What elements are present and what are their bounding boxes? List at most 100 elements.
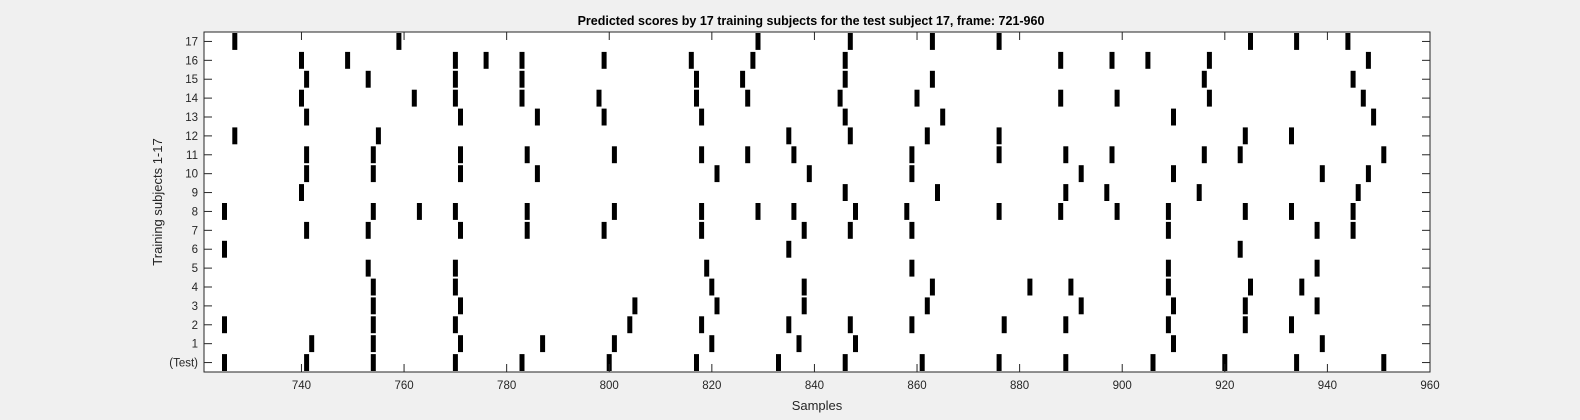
- y-tick-label-7: 7: [192, 225, 198, 237]
- y-tick-label-4: 4: [192, 282, 199, 294]
- event-mark-row-8-2: [416, 203, 422, 220]
- event-mark-row-2-12: [1289, 316, 1294, 334]
- event-mark-row-14-9: [1058, 89, 1064, 107]
- event-mark-row-16-4: [519, 51, 525, 69]
- event-mark-row-3-1: [458, 297, 463, 315]
- event-mark-row-16-12: [1206, 51, 1212, 69]
- x-tick-label-820: 820: [702, 380, 721, 392]
- event-mark-row-7-1: [365, 221, 371, 239]
- event-mark-row-14-4: [596, 89, 602, 107]
- event-mark-row-9-6: [1355, 184, 1361, 201]
- event-mark-row-14-3: [519, 89, 525, 107]
- event-mark-row-12-2: [786, 127, 792, 145]
- event-mark-row-15-5: [740, 70, 746, 88]
- event-mark-row-16-2: [452, 51, 458, 69]
- event-mark-row-17-0: [232, 33, 238, 50]
- event-mark-row-8-14: [1165, 203, 1171, 220]
- event-mark-row-10-4: [714, 165, 720, 183]
- event-mark-row-2-11: [1242, 316, 1248, 334]
- event-mark-row-14-12: [1360, 89, 1366, 107]
- x-tick-label-880: 880: [1010, 380, 1029, 392]
- event-mark-row-11-2: [458, 146, 463, 164]
- event-mark-row-8-11: [996, 203, 1002, 220]
- event-mark-row-4-1: [452, 278, 458, 296]
- event-mark-row-0-0: [222, 354, 227, 371]
- event-mark-row-2-2: [452, 316, 458, 334]
- event-mark-row-5-0: [365, 259, 371, 277]
- event-mark-row-10-5: [806, 165, 812, 183]
- event-mark-row-14-5: [694, 89, 699, 107]
- event-mark-row-4-7: [1165, 278, 1171, 296]
- event-mark-row-7-6: [801, 221, 807, 239]
- event-mark-row-10-7: [1078, 165, 1084, 183]
- event-mark-row-13-2: [534, 108, 540, 126]
- y-tick-label-12: 12: [185, 131, 198, 143]
- event-mark-row-15-4: [694, 70, 699, 88]
- event-mark-row-7-2: [458, 221, 463, 239]
- event-mark-row-9-4: [1104, 184, 1110, 201]
- event-mark-row-12-5: [996, 127, 1002, 145]
- event-mark-row-16-8: [842, 51, 848, 69]
- event-mark-row-11-12: [1201, 146, 1207, 164]
- event-mark-row-3-9: [1314, 297, 1320, 315]
- event-mark-row-7-10: [1314, 221, 1320, 239]
- event-mark-row-8-1: [370, 203, 376, 220]
- event-mark-row-13-0: [304, 108, 310, 126]
- x-tick-label-860: 860: [907, 380, 926, 392]
- event-mark-row-14-6: [745, 89, 751, 107]
- event-mark-row-2-7: [909, 316, 915, 334]
- event-mark-row-14-2: [452, 89, 458, 107]
- event-mark-row-10-6: [909, 165, 915, 183]
- event-mark-row-0-10: [996, 354, 1002, 371]
- event-mark-row-0-14: [1294, 354, 1300, 371]
- event-mark-row-17-6: [1248, 33, 1253, 50]
- y-tick-label-17: 17: [185, 36, 198, 48]
- event-mark-row-1-2: [458, 335, 463, 353]
- event-mark-row-12-4: [924, 127, 930, 145]
- event-mark-row-10-9: [1319, 165, 1325, 183]
- event-mark-row-6-0: [222, 240, 227, 258]
- event-mark-row-1-6: [796, 335, 802, 353]
- event-mark-row-3-0: [370, 297, 376, 315]
- event-mark-row-4-6: [1068, 278, 1074, 296]
- event-mark-row-11-5: [699, 146, 705, 164]
- event-mark-row-15-0: [304, 70, 310, 88]
- event-mark-row-11-6: [745, 146, 751, 164]
- event-mark-row-11-4: [611, 146, 617, 164]
- event-mark-row-8-15: [1242, 203, 1248, 220]
- event-mark-row-13-8: [1371, 108, 1377, 126]
- event-mark-row-17-2: [755, 33, 761, 50]
- y-tick-label-1: 1: [192, 339, 198, 351]
- x-tick-label-800: 800: [600, 380, 619, 392]
- event-mark-row-16-5: [601, 51, 607, 69]
- plot-frame: [203, 31, 1431, 373]
- event-mark-row-16-3: [483, 51, 489, 69]
- event-mark-row-5-2: [704, 259, 710, 277]
- x-axis-title: Samples: [792, 398, 843, 413]
- event-mark-row-0-12: [1150, 354, 1156, 371]
- event-mark-row-6-2: [1237, 240, 1243, 258]
- x-tick-label-920: 920: [1215, 380, 1234, 392]
- event-mark-row-7-7: [847, 221, 853, 239]
- event-mark-row-15-3: [519, 70, 525, 88]
- event-mark-row-3-8: [1242, 297, 1248, 315]
- event-mark-row-2-6: [847, 316, 853, 334]
- event-mark-row-7-3: [524, 221, 530, 239]
- event-mark-row-12-3: [847, 127, 853, 145]
- event-mark-row-3-5: [924, 297, 930, 315]
- event-mark-row-15-8: [1201, 70, 1207, 88]
- y-tick-label-3: 3: [192, 301, 198, 313]
- event-mark-row-0-6: [694, 354, 699, 371]
- event-mark-row-7-8: [909, 221, 915, 239]
- event-mark-row-15-9: [1350, 70, 1356, 88]
- event-mark-row-8-9: [853, 203, 858, 220]
- event-mark-row-11-11: [1109, 146, 1115, 164]
- event-mark-row-16-11: [1145, 51, 1151, 69]
- event-mark-row-10-2: [458, 165, 463, 183]
- event-mark-row-15-2: [452, 70, 458, 88]
- event-mark-row-0-4: [519, 354, 525, 371]
- event-mark-row-10-8: [1171, 165, 1176, 183]
- event-mark-row-7-0: [304, 221, 310, 239]
- y-tick-label-14: 14: [185, 93, 198, 105]
- y-tick-label-5: 5: [192, 263, 198, 275]
